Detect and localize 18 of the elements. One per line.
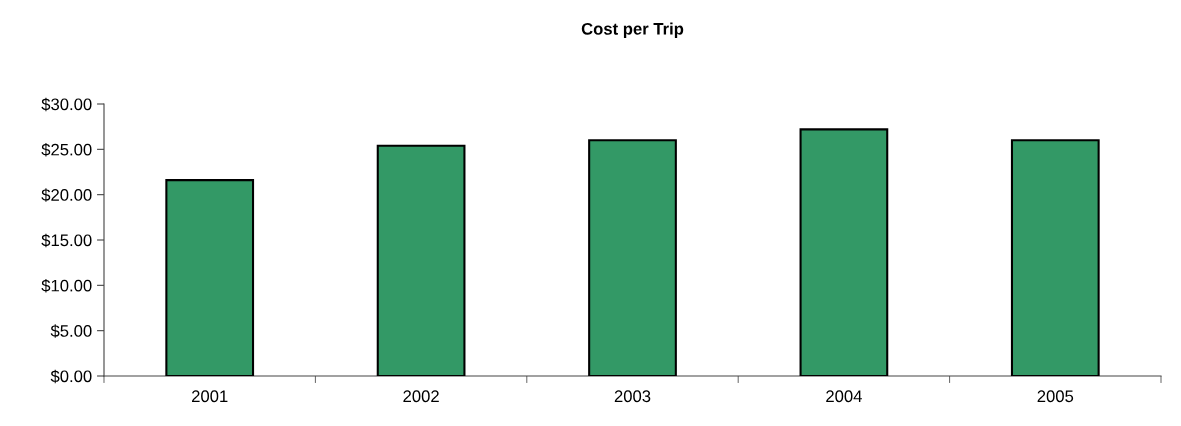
y-tick-label: $20.00 — [41, 188, 92, 202]
bar — [376, 144, 466, 376]
bar — [165, 179, 255, 376]
x-tick-label: 2003 — [614, 390, 651, 403]
x-tick-label: 2001 — [192, 390, 228, 403]
x-tick-label: 2005 — [1037, 390, 1074, 403]
bar — [588, 139, 677, 376]
y-tick-label: $0.00 — [50, 369, 92, 384]
y-tick-label: $25.00 — [41, 143, 92, 157]
y-tick-label: $30.00 — [41, 97, 92, 112]
bar — [799, 128, 889, 376]
y-tick-label: $10.00 — [41, 279, 92, 293]
y-tick-label: $15.00 — [41, 233, 92, 248]
x-tick-label: 2002 — [403, 390, 439, 403]
x-tick-label: 2004 — [826, 390, 862, 403]
chart-title: Cost per Trip — [581, 22, 684, 39]
y-tick-label: $5.00 — [50, 324, 92, 338]
bar — [1010, 139, 1100, 376]
